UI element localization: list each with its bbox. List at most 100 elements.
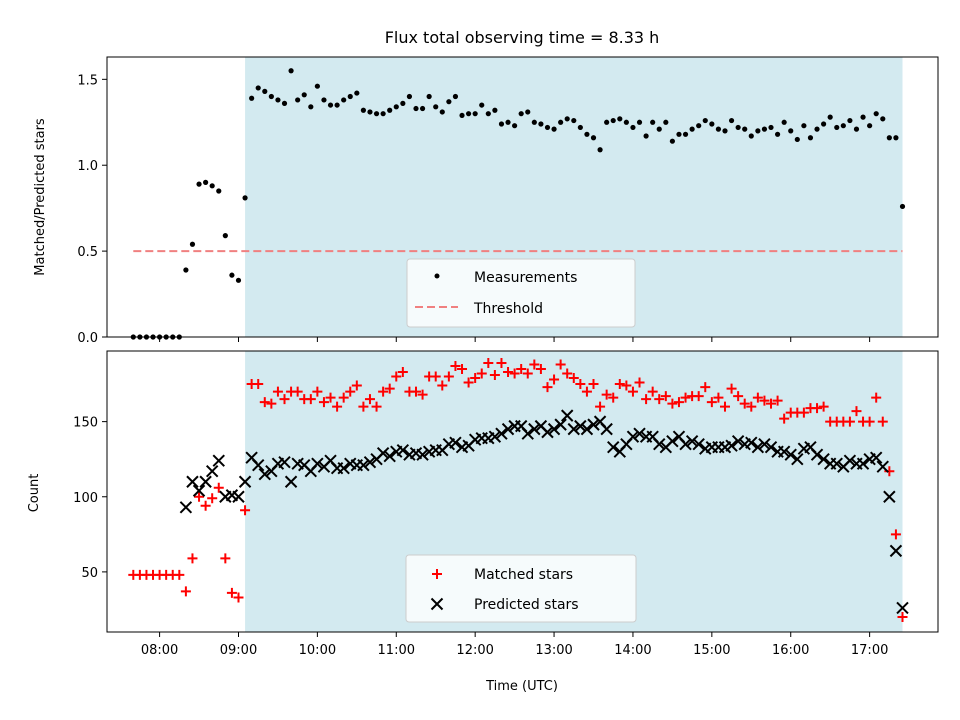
predicted-star-point: [626, 430, 640, 443]
matched-star-point: [798, 407, 809, 418]
matched-star-point: [647, 386, 658, 397]
matched-star-point: [417, 389, 428, 400]
matched-star-point: [752, 392, 763, 403]
measurement-point: [663, 119, 669, 125]
measurement-point: [807, 135, 814, 141]
y-tick-label: 0.0: [77, 331, 98, 346]
predicted-star-point: [238, 475, 252, 488]
matched-star-point: [233, 592, 244, 603]
measurement-point: [222, 233, 228, 239]
predicted-star-point: [488, 430, 502, 443]
y-tick-label: 1.0: [77, 159, 98, 174]
measurement-point: [558, 119, 564, 125]
matched-star-point: [660, 391, 671, 402]
predicted-star-point: [363, 455, 377, 469]
legend-box: [406, 258, 636, 328]
x-tick-label: 11:00: [378, 643, 415, 658]
predicted-star-point: [311, 457, 324, 470]
matched-star-point: [397, 367, 408, 378]
predicted-legend-x: [430, 597, 444, 611]
predicted-star-point: [791, 452, 804, 466]
matched-star-point: [608, 392, 619, 403]
predicted-star-point: [817, 452, 830, 466]
predicted-star-point: [830, 457, 843, 470]
matched-star-point: [253, 379, 264, 390]
matched-star-point: [180, 586, 191, 597]
matched-star-point: [700, 382, 711, 393]
matched-legend-marker: [432, 569, 442, 579]
predicted-star-point: [495, 427, 508, 440]
matched-star-point: [733, 391, 744, 402]
measurement-point: [742, 126, 748, 132]
measurement-point: [229, 272, 235, 278]
matched-star-point: [877, 416, 888, 427]
predicted-star-point: [258, 468, 271, 481]
measurement-point: [433, 104, 439, 110]
predicted-star-point: [607, 440, 620, 454]
predicted-star-point: [521, 427, 534, 440]
predicted-star-point: [186, 475, 199, 488]
predicted-star-point: [252, 458, 265, 472]
measurement-point: [748, 133, 754, 139]
predicted-star-point: [745, 436, 758, 449]
matched-star-point: [634, 377, 645, 388]
predicted-star-point: [758, 437, 771, 451]
matched-star-point: [220, 553, 231, 564]
measurement-point: [590, 135, 597, 141]
predicted-star-point: [764, 440, 778, 454]
predicted-star-point: [725, 439, 738, 452]
measurement-point: [834, 124, 840, 131]
matched-star-point: [483, 358, 494, 369]
matched-star-point: [292, 386, 303, 397]
matched-star-point: [272, 386, 283, 397]
measurement-point: [452, 93, 459, 100]
measurement-point: [209, 183, 215, 189]
matched-star-point: [575, 379, 586, 390]
measurement-point: [538, 121, 544, 127]
measurement-point: [439, 109, 445, 115]
measurement-point: [387, 107, 393, 113]
predicted-star-point: [653, 437, 666, 451]
measurement-point: [755, 128, 761, 134]
matched-star-point: [706, 397, 717, 408]
predicted-star-point: [896, 601, 909, 615]
matched-star-point: [581, 386, 592, 397]
predicted-star-point: [192, 484, 206, 497]
measurement-point: [459, 112, 465, 119]
measurement-point: [774, 131, 781, 137]
matched-star-point: [470, 373, 481, 384]
matched-star-point: [312, 386, 323, 397]
matched-star-point: [812, 403, 823, 414]
ratio-legend: Measurements Threshold: [406, 258, 636, 328]
x-tick-label: 15:00: [693, 643, 730, 658]
matched-star-point: [562, 368, 573, 379]
predicted-star-point: [212, 454, 225, 467]
predicted-star-point: [685, 434, 699, 448]
matched-star-point: [207, 493, 218, 504]
measurement-point: [498, 121, 505, 127]
matched-star-point: [555, 359, 566, 370]
measurement-point: [650, 119, 656, 125]
matched-star-point: [739, 398, 750, 409]
predicted-star-point: [777, 445, 791, 458]
ratio-y-axis-label: Matched/Predicted stars: [33, 118, 48, 276]
measurement-point: [216, 188, 222, 194]
measurement-point: [761, 126, 768, 132]
predicted-star-point: [449, 436, 462, 449]
predicted-star-point: [547, 422, 561, 436]
measurement-point: [847, 117, 853, 124]
predicted-star-point: [869, 451, 883, 464]
matched-star-point: [476, 368, 487, 379]
predicted-star-point: [528, 422, 541, 436]
predicted-star-point: [284, 475, 298, 488]
ratio-marks: [130, 68, 906, 340]
ratio-y-axis: 0.0 0.5 1.0 1.5: [77, 73, 107, 346]
measurement-point: [334, 102, 340, 108]
measurement-point: [203, 179, 209, 185]
predicted-star-point: [278, 455, 291, 469]
measurement-point: [669, 138, 675, 144]
matched-star-point: [601, 389, 612, 400]
x-tick-label: 17:00: [851, 643, 888, 658]
matched-star-point: [673, 397, 684, 408]
predicted-star-point: [199, 475, 212, 488]
